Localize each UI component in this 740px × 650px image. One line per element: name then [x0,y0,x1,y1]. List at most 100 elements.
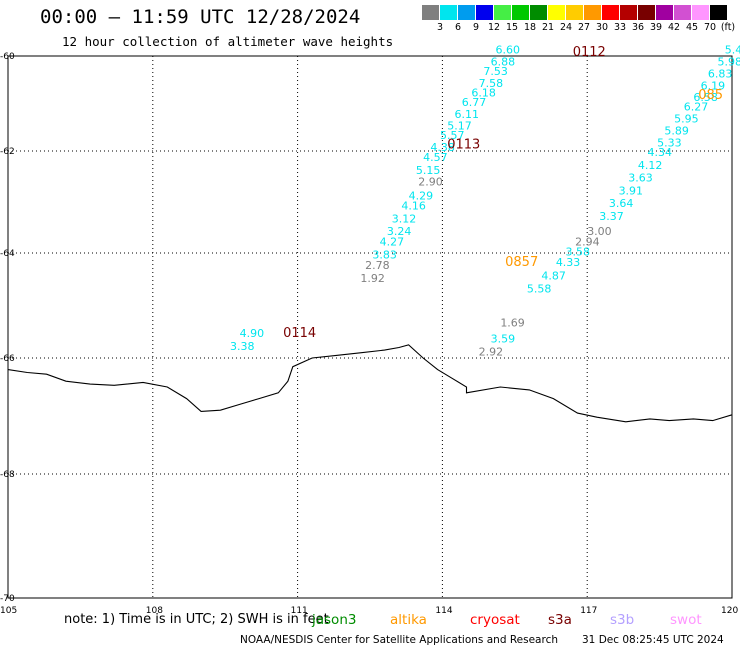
colorbar-swatch [548,5,566,20]
colorbar-swatch [476,5,494,20]
wave-height-label: 3.83 [372,248,397,261]
pass-time-label: 085 [698,88,723,103]
latitude-tick-label: -60 [0,52,15,62]
colorbar-swatch [422,5,440,20]
colorbar-label: 24 [559,22,573,33]
colorbar-unit: (ft) [720,22,736,33]
colorbar-label: 9 [472,22,480,33]
wave-height-label: 3.58 [565,246,590,259]
longitude-tick-label: 108 [146,606,163,616]
wave-height-label: 3.37 [599,210,624,223]
colorbar-label: 21 [541,22,555,33]
wave-height-label: 5.57 [440,129,465,142]
wave-height-label: 6.18 [471,86,496,99]
colorbar-swatch [584,5,602,20]
wave-height-label: 3.59 [491,332,515,345]
colorbar-label: 6 [454,22,462,33]
wave-height-label: 5.58 [527,282,552,295]
colorbar-label: 30 [595,22,609,33]
satellite-legend-cryosat: cryosat [470,612,520,628]
latitude-tick-label: -68 [0,470,15,480]
wave-height-label: 4.38 [430,141,455,154]
wave-height-label: 5.95 [674,113,699,126]
wave-height-label: 2.78 [365,259,390,272]
map-title: 00:00 – 11:59 UTC 12/28/2024 [40,6,361,28]
wave-height-label: 3.00 [587,225,612,238]
satellite-legend-swot: swot [670,612,702,628]
colorbar-swatch [692,5,710,20]
credit-line: NOAA/NESDIS Center for Satellite Applica… [240,634,558,646]
satellite-legend-s3a: s3a [548,612,572,628]
colorbar-swatch [602,5,620,20]
latitude-tick-label: -70 [0,594,15,604]
map-subtitle: 12 hour collection of altimeter wave hei… [62,34,394,49]
wave-height-label: 2.90 [418,176,443,189]
wave-height-label: 3.12 [392,212,417,225]
wave-height-label: 1.92 [360,272,385,285]
longitude-tick-label: 114 [435,606,452,616]
wave-height-label: 3.91 [619,184,644,197]
wave-height-label: 4.16 [401,200,426,213]
colorbar-swatch [494,5,512,20]
wave-height-label: 3.64 [609,197,634,210]
wave-height-label: 5.48 [725,44,740,57]
wave-height-label: 1.69 [500,317,525,330]
latitude-tick-label: -62 [0,147,15,157]
generation-timestamp: 31 Dec 08:25:45 UTC 2024 [582,634,724,646]
wave-height-label: 2.94 [575,235,600,248]
latitude-tick-label: -66 [0,354,15,364]
colorbar-swatch [566,5,584,20]
wave-height-label: 3.38 [230,340,255,353]
longitude-tick-label: 120 [721,606,738,616]
colorbar-label: 18 [523,22,537,33]
colorbar-swatch [440,5,458,20]
colorbar-label: 70 [703,22,717,33]
pass-time-label: 0112 [573,45,606,60]
colorbar-label: 36 [631,22,645,33]
wave-height-label: 6.27 [684,101,709,114]
colorbar-swatch [638,5,656,20]
colorbar-swatch [458,5,476,20]
colorbar-swatch [674,5,692,20]
wave-height-label: 4.29 [409,189,434,202]
wave-height-label: 5.17 [447,120,472,133]
wave-height-label: 2.92 [479,345,504,358]
colorbar-label: 27 [577,22,591,33]
colorbar-label: 42 [667,22,681,33]
wave-height-label: 4.90 [240,327,265,340]
colorbar-label: 45 [685,22,699,33]
wave-height-label: 4.87 [541,269,566,282]
wave-height-label: 3.63 [628,172,653,185]
pass-time-label: 0114 [283,326,316,341]
wave-height-label: 4.34 [648,146,673,159]
wave-height-label: 4.57 [423,151,448,164]
colorbar-swatch [656,5,674,20]
wave-height-label: 5.89 [664,124,689,137]
wave-height-label: 4.12 [638,159,663,172]
satellite-legend-s3b: s3b [610,612,635,628]
longitude-tick-label: 105 [0,606,17,616]
pass-time-label: 0857 [505,255,538,270]
colorbar-label: 3 [436,22,444,33]
wave-height-label: 4.27 [380,235,405,248]
antarctic-coastline [7,344,733,423]
colorbar-label: 33 [613,22,627,33]
footer-note: note: 1) Time is in UTC; 2) SWH is in fe… [64,612,329,627]
map-frame [7,55,733,599]
wave-height-label: 6.60 [495,44,520,57]
wave-height-label: 6.88 [491,56,515,69]
latitude-tick-label: -64 [0,249,15,259]
wave-height-label: 5.98 [718,56,740,69]
colorbar-label: 15 [505,22,519,33]
colorbar-swatch [710,5,728,20]
wave-height-label: 7.58 [479,77,504,90]
wave-height-label: 7.53 [483,65,508,78]
wave-height-label: 6.19 [701,79,726,92]
colorbar-label: 39 [649,22,663,33]
colorbar-swatch [530,5,548,20]
wave-height-label: 6.77 [462,96,487,109]
longitude-tick-label: 111 [291,606,308,616]
wave-height-label: 6.83 [708,67,733,80]
wave-height-label: 4.33 [556,256,581,269]
